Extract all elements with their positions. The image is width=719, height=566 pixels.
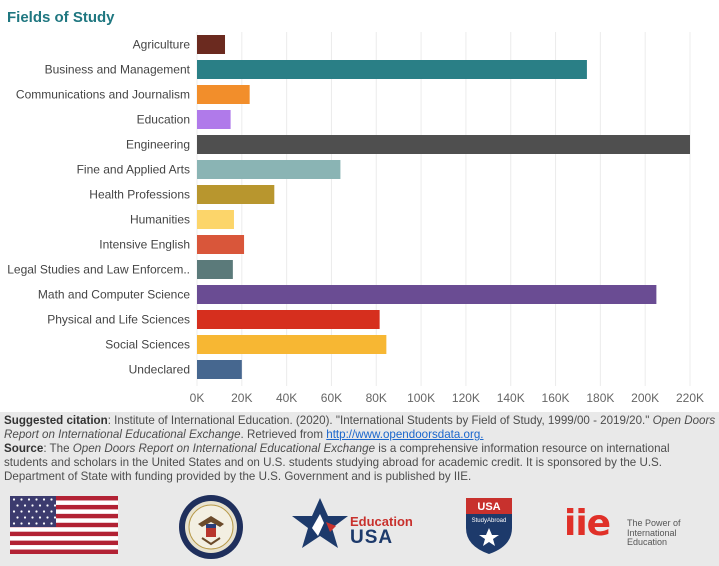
bar[interactable]: [197, 310, 380, 329]
chart-panel: Fields of Study Agriculture Business and …: [0, 0, 719, 412]
category-label: Undeclared: [129, 363, 190, 377]
x-tick-label: 0K: [190, 391, 205, 405]
citation-report-title: Open Doors Report on International Educa…: [4, 414, 716, 441]
citation-text: : Institute of International Education. …: [107, 414, 653, 427]
iie-tagline: The Power of International Education: [627, 518, 681, 547]
opendoors-link[interactable]: http://www.opendoorsdata.org.: [326, 428, 484, 441]
badge-study-abroad-text: StudyAbroad: [472, 518, 507, 524]
x-tick-label: 20K: [231, 391, 252, 405]
category-label: Physical and Life Sciences: [47, 313, 190, 327]
bar[interactable]: [197, 335, 387, 354]
citation-text-retrieved: . Retrieved from: [240, 428, 327, 441]
x-tick-label: 100K: [407, 391, 435, 405]
category-label: Education: [137, 113, 190, 127]
bar[interactable]: [197, 260, 233, 279]
x-tick-label: 60K: [321, 391, 342, 405]
bar[interactable]: [197, 285, 657, 304]
citation-block: Suggested citation: Institute of Interna…: [4, 414, 716, 484]
us-flag-logo: [10, 496, 118, 554]
chart-title: Fields of Study: [7, 9, 115, 26]
x-tick-label: 140K: [497, 391, 525, 405]
iie-logo-word: iie: [564, 503, 611, 544]
category-label: Fine and Applied Arts: [77, 163, 190, 177]
badge-usa-text: USA: [477, 501, 500, 513]
x-tick-label: 120K: [452, 391, 480, 405]
bar[interactable]: [197, 160, 341, 179]
bar[interactable]: [197, 210, 234, 229]
x-tick-label: 80K: [366, 391, 387, 405]
citation-label: Suggested citation: [4, 414, 108, 427]
category-label: Legal Studies and Law Enforcem..: [7, 263, 190, 277]
bar[interactable]: [197, 185, 275, 204]
x-tick-label: 160K: [542, 391, 570, 405]
x-tick-label: 40K: [276, 391, 297, 405]
category-label: Agriculture: [133, 38, 191, 52]
bar[interactable]: [197, 60, 587, 79]
education-usa-word: Education: [350, 514, 413, 529]
category-label: Communications and Journalism: [16, 88, 190, 102]
source-report-title: Open Doors Report on International Educa…: [72, 442, 376, 455]
education-usa-logo: [292, 498, 348, 548]
category-label: Engineering: [126, 138, 190, 152]
education-usa-country: USA: [350, 527, 394, 548]
x-tick-label: 220K: [676, 391, 704, 405]
x-tick-label: 180K: [586, 391, 614, 405]
category-label: Business and Management: [45, 63, 191, 77]
category-label: Social Sciences: [105, 338, 190, 352]
category-label: Health Professions: [89, 188, 190, 202]
source-label: Source: [4, 442, 44, 455]
bar[interactable]: [197, 85, 250, 104]
state-department-seal-logo: [179, 495, 243, 559]
source-text: : The: [43, 442, 73, 455]
bar[interactable]: [197, 110, 231, 129]
bar-chart: Agriculture Business and Management Commun…: [7, 32, 704, 405]
source-description: is a comprehensive information resource …: [4, 442, 670, 483]
bar[interactable]: [197, 360, 242, 379]
x-tick-label: 200K: [631, 391, 659, 405]
bar[interactable]: [197, 235, 245, 254]
category-label: Humanities: [130, 213, 190, 227]
bar[interactable]: [197, 135, 690, 154]
bar[interactable]: [197, 35, 226, 54]
usa-study-abroad-logo: USA StudyAbroad: [466, 498, 512, 554]
category-label: Intensive English: [99, 238, 190, 252]
category-label: Math and Computer Science: [38, 288, 190, 302]
